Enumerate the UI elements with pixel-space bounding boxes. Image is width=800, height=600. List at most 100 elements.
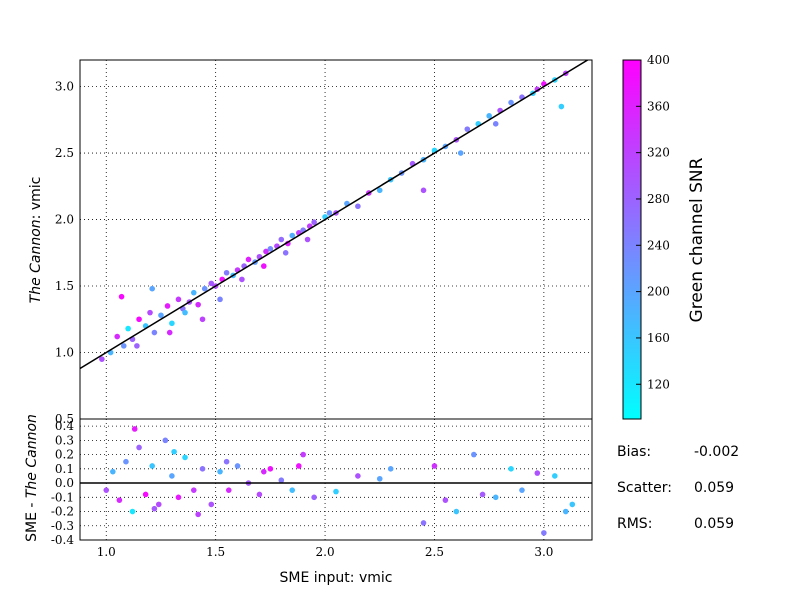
residual-data-point	[471, 451, 477, 458]
rms-label: RMS:	[617, 516, 652, 532]
residual-data-point	[562, 508, 569, 515]
main-data-point	[169, 320, 175, 327]
colorbar-gradient	[622, 59, 642, 420]
main-data-point	[195, 301, 201, 308]
residual-data-point	[190, 487, 197, 493]
main-data-point	[166, 329, 173, 336]
residual-y-axis-label-italic: The Cannon	[24, 414, 40, 498]
main-data-point	[217, 296, 223, 303]
residual-data-point	[131, 426, 138, 432]
x-tick-label: 1.5	[206, 545, 225, 559]
main-data-point	[304, 236, 311, 243]
main-data-point	[201, 285, 208, 292]
residual-data-point	[155, 501, 162, 508]
main-data-point	[376, 187, 383, 194]
residual-y-axis-label-prefix: SME -	[24, 498, 40, 542]
residual-data-point	[267, 466, 274, 472]
x-tick-label: 3.0	[534, 545, 553, 559]
residual-y-tick-label: -0.2	[51, 505, 74, 519]
residual-data-point	[492, 494, 499, 501]
residual-y-tick-label: -0.1	[51, 490, 74, 504]
colorbar-tick-label: 160	[647, 331, 670, 345]
main-data-point	[99, 356, 105, 362]
main-y-axis-label: The Cannon: vmic	[28, 177, 44, 304]
residual-data-point	[182, 454, 188, 461]
colorbar-tick-label: 120	[647, 377, 670, 391]
residual-data-point	[420, 520, 427, 526]
residual-y-tick-label: 0.0	[55, 476, 74, 490]
colorbar-tick-label: 240	[647, 238, 670, 252]
stats-block: Bias: -0.002 Scatter: 0.059 RMS: 0.059	[617, 444, 739, 532]
residual-data-point	[142, 491, 149, 498]
residual-data-point	[149, 463, 156, 469]
residual-data-point	[136, 444, 142, 451]
residual-y-tick-label: 0.1	[55, 462, 74, 476]
residual-data-point	[431, 463, 438, 469]
main-data-point	[151, 329, 158, 336]
main-y-tick-label: 0.5	[55, 412, 74, 426]
residual-data-point	[508, 466, 514, 472]
main-data-point	[134, 343, 140, 349]
residual-data-point	[162, 437, 169, 444]
residual-scatter-points	[103, 426, 576, 536]
main-y-tick-labels: 0.5 1.0 1.5 2.0 2.5 3.0	[55, 80, 74, 426]
main-data-point	[245, 256, 252, 263]
residual-data-point	[223, 458, 230, 465]
main-data-point	[149, 285, 156, 292]
main-data-point	[508, 99, 514, 106]
main-data-point	[125, 325, 131, 332]
x-axis-label: SME input: vmic	[280, 570, 393, 586]
main-data-point	[190, 289, 197, 296]
main-data-point	[558, 103, 565, 110]
main-data-point	[199, 316, 206, 323]
residual-data-point	[296, 463, 302, 469]
scatter-label: Scatter:	[617, 480, 672, 496]
x-tick-label: 2.5	[425, 545, 444, 559]
residual-data-point	[195, 511, 201, 518]
main-panel: 0.5 1.0 1.5 2.0 2.5 3.0 The Cannon: vmic	[28, 59, 593, 426]
residual-y-tick-label: 0.4	[55, 419, 74, 433]
main-data-point	[289, 232, 296, 239]
bias-label: Bias:	[617, 444, 651, 460]
residual-gridlines	[80, 419, 592, 541]
residual-data-point	[278, 477, 285, 484]
residual-data-point	[289, 487, 296, 493]
main-data-point	[420, 187, 427, 194]
colorbar-tick-labels: 120 160 200 240 280 320 360 400	[636, 53, 670, 391]
residual-data-point	[300, 451, 306, 458]
colorbar: 120 160 200 240 280 320 360 400 Green channel S…	[622, 53, 707, 420]
residual-data-point	[129, 508, 136, 515]
residual-data-point	[479, 491, 486, 498]
residual-data-point	[442, 497, 449, 503]
residual-data-point	[541, 530, 547, 536]
main-data-point	[118, 293, 125, 300]
main-y-tick-label: 1.0	[55, 346, 74, 360]
residual-y-tick-label: -0.3	[51, 519, 74, 533]
main-data-point	[267, 246, 274, 252]
main-data-point	[164, 303, 171, 309]
colorbar-tick-label: 320	[647, 146, 670, 160]
residual-y-tick-label: 0.2	[55, 448, 74, 462]
identity-line	[80, 60, 590, 370]
residual-data-point	[169, 473, 175, 479]
main-data-point	[326, 210, 333, 216]
rms-value: 0.059	[694, 516, 734, 532]
residual-data-point	[355, 473, 361, 479]
colorbar-tick-label: 400	[647, 53, 670, 67]
residual-data-point	[151, 505, 158, 512]
residual-data-point	[234, 463, 241, 469]
residual-y-tick-label: -0.4	[51, 533, 75, 547]
main-data-point	[464, 126, 471, 132]
main-axes-frame	[79, 59, 593, 420]
residual-data-point	[103, 487, 110, 493]
residual-data-point	[260, 468, 267, 475]
main-data-point	[355, 203, 361, 210]
residual-y-tick-labels: -0.4-0.3-0.2-0.10.00.10.20.30.4	[51, 419, 75, 547]
residual-data-point	[387, 466, 394, 472]
colorbar-tick-label: 280	[647, 192, 670, 206]
residual-data-point	[123, 458, 129, 465]
main-data-point	[147, 309, 153, 316]
residual-y-tick-label: 0.3	[55, 433, 74, 447]
main-y-axis-label-italic: The Cannon	[28, 219, 44, 303]
scatter-value: 0.059	[694, 480, 734, 496]
